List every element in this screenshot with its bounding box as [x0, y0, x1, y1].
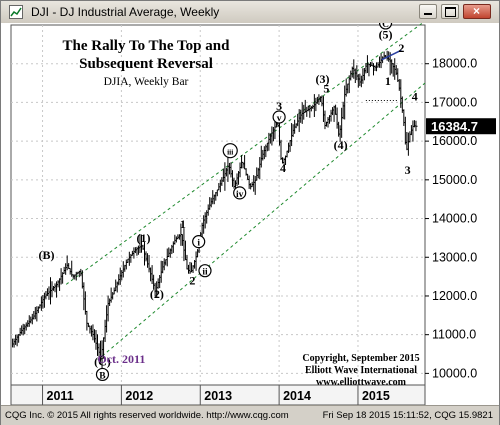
wave-circle: [378, 23, 393, 30]
title-bar[interactable]: DJI - DJ Industrial Average, Weekly ×: [1, 1, 499, 24]
wave-label: 5: [323, 82, 329, 96]
wave-label: 3: [405, 163, 411, 177]
time-axis-band: [10, 384, 426, 405]
maximize-button[interactable]: [441, 4, 459, 19]
wave-label: iv: [236, 190, 244, 200]
wave-label: (2): [150, 287, 164, 301]
x-tick-label: 2012: [125, 389, 153, 403]
maximize-icon: [445, 7, 456, 17]
wave-label: i: [197, 239, 200, 249]
top-wave-line: [381, 49, 402, 61]
last-price-label: 16384.7: [431, 119, 478, 134]
wave-circle: [95, 367, 110, 382]
wave-circle: [222, 143, 238, 159]
chart-subtitle: Subsequent Reversal: [79, 56, 213, 72]
x-tick-label: 2011: [47, 389, 74, 403]
window-title: DJI - DJ Industrial Average, Weekly: [31, 5, 220, 19]
chart-background: [1, 23, 499, 405]
wave-label: (B): [38, 248, 54, 262]
chart-titles: The Rally To The Top and Subsequent Reve…: [63, 38, 420, 388]
wave-label: 2: [398, 41, 404, 55]
status-bar: CQG Inc. © 2015 All rights reserved worl…: [1, 405, 499, 425]
wave-label: 2: [189, 273, 195, 287]
copyright-line-1: Copyright, September 2015: [302, 353, 419, 364]
wave-label: iii: [227, 148, 233, 157]
wave-label: (4): [334, 138, 348, 152]
x-tick-label: 2014: [283, 389, 311, 403]
y-tick-label: 14000.0: [432, 212, 477, 226]
wave-circle: [272, 110, 286, 124]
price-bars: [12, 49, 418, 369]
copyright-line-3: www.elliottwave.com: [316, 377, 407, 388]
close-icon: ×: [473, 4, 481, 18]
y-tick-label: 16000.0: [432, 134, 477, 148]
wave-circle: [198, 264, 212, 278]
wave-label: ii: [202, 268, 208, 278]
wave-label: B: [99, 371, 106, 381]
wave-label: (1): [136, 231, 150, 245]
wave-circle: [233, 186, 247, 200]
wave-label: 1: [385, 74, 391, 88]
minimize-button[interactable]: [419, 4, 437, 19]
x-tick-label: 2013: [204, 389, 232, 403]
y-tick-label: 15000.0: [432, 173, 477, 187]
status-copyright: CQG Inc. © 2015 All rights reserved worl…: [5, 410, 289, 421]
wave-label: Oct. 2011: [97, 352, 145, 366]
chart-caption: DJIA, Weekly Bar: [104, 76, 189, 88]
minimize-icon: [424, 13, 432, 15]
wave-label: (5): [379, 28, 393, 42]
chart-app-icon: [9, 5, 23, 19]
status-timestamp: Fri Sep 18 2015 15:11:52, CQG 15.9821: [322, 410, 493, 421]
wave-circle: [192, 235, 206, 249]
x-tick-label: 2015: [362, 389, 390, 403]
y-tick-label: 13000.0: [432, 250, 477, 264]
price-axis: 10000.0 11000.0 12000.0 13000.0 14000.0 15000…: [425, 57, 496, 380]
wave-label: 4: [412, 89, 418, 103]
y-tick-label: 11000.0: [432, 328, 476, 342]
close-button[interactable]: ×: [463, 4, 491, 19]
last-price-box: [426, 118, 496, 135]
trend-channel: [65, 23, 426, 361]
y-tick-label: 18000.0: [432, 57, 477, 71]
y-tick-label: 17000.0: [432, 95, 477, 109]
wave-label: 3: [276, 99, 282, 113]
y-tick-label: 10000.0: [432, 366, 477, 380]
copyright-line-2: Elliott Wave International: [305, 365, 417, 376]
wave-label: (C): [94, 355, 111, 369]
y-tick-label: 12000.0: [432, 289, 477, 303]
wave-label: 4: [280, 161, 286, 175]
wave-label: (3): [315, 72, 329, 86]
wave-label: v: [277, 114, 282, 124]
channel-line: [65, 23, 424, 285]
chart-title: The Rally To The Top and: [63, 38, 231, 54]
wave-label: C: [382, 23, 389, 30]
time-axis: 2011 2012 2013 2014 2015: [10, 384, 426, 405]
wave-label: 1: [180, 217, 186, 231]
